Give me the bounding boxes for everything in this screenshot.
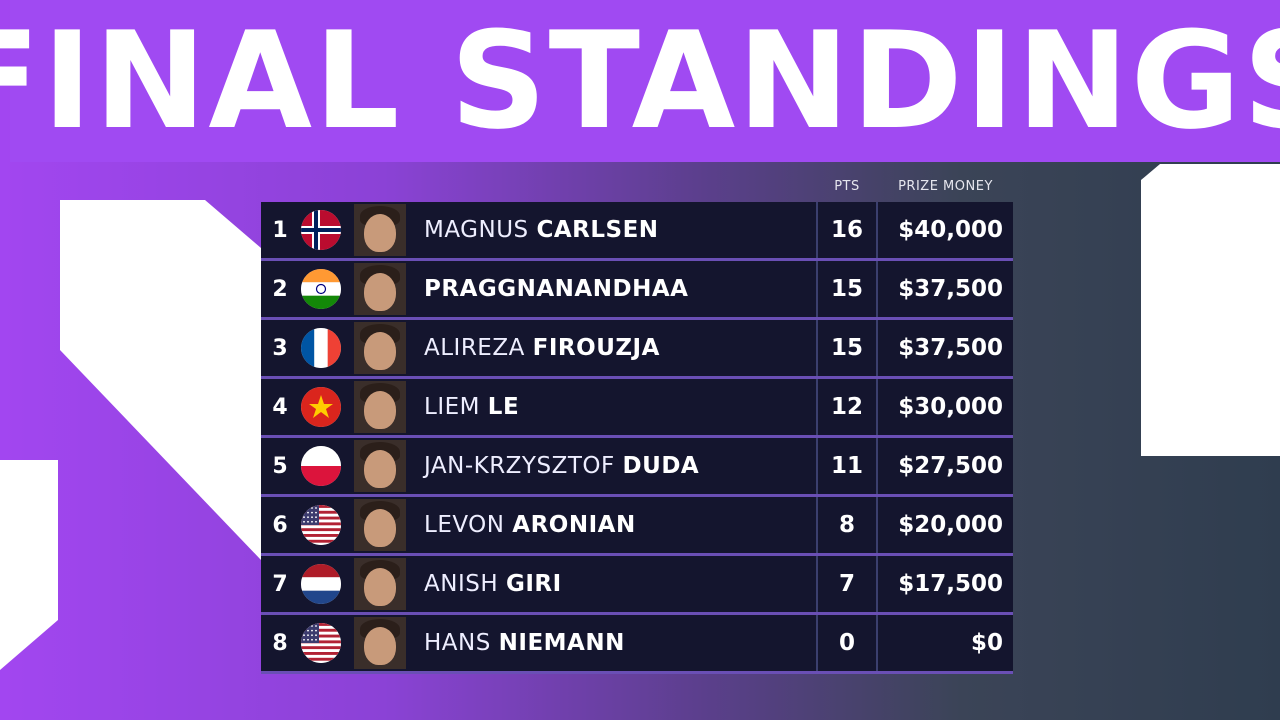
rank: 2	[272, 276, 288, 302]
standings-row: 6 LEVON ARONIAN 8 $20,000	[261, 497, 1013, 556]
player-last-name: GIRI	[505, 571, 562, 597]
standings-row: 7 ANISH GIRI 7 $17,500	[261, 556, 1013, 615]
player-first-name: HANS	[424, 630, 491, 656]
prize-header: PRIZE MONEY	[898, 179, 993, 194]
player-prize: $30,000	[898, 394, 1003, 420]
standings-table: 1 MAGNUS CARLSEN 16 $40,000 2 PRAGGNANANDHAA 1…	[261, 202, 1013, 674]
player-prize: $37,500	[898, 276, 1003, 302]
page-title: FINAL STANDINGS	[0, 3, 1280, 159]
standings-row: 2 PRAGGNANANDHAA 15 $37,500	[261, 261, 1013, 320]
player-last-name: PRAGGNANANDHAA	[424, 276, 689, 302]
player-avatar	[354, 440, 406, 492]
player-last-name: CARLSEN	[536, 217, 659, 243]
player-first-name: ANISH	[424, 571, 499, 597]
player-prize: $17,500	[898, 571, 1003, 597]
player-first-name: MAGNUS	[424, 217, 529, 243]
player-prize: $0	[970, 630, 1003, 656]
player-first-name: ALIREZA	[424, 335, 525, 361]
player-name: ALIREZA FIROUZJA	[424, 335, 764, 361]
player-first-name: LEVON	[424, 512, 505, 538]
rank: 7	[272, 571, 288, 597]
rank: 4	[272, 394, 288, 420]
poland-flag-icon	[301, 446, 341, 486]
player-last-name: NIEMANN	[498, 630, 625, 656]
standings-row: 8 HANS NIEMANN 0 $0	[261, 615, 1013, 674]
player-points: 12	[816, 379, 878, 435]
player-name: PRAGGNANANDHAA	[424, 276, 764, 302]
player-name: LEVON ARONIAN	[424, 512, 764, 538]
player-points: 0	[816, 615, 878, 671]
player-avatar	[354, 322, 406, 374]
rank: 1	[272, 217, 288, 243]
pts-header: PTS	[834, 179, 860, 194]
player-avatar	[354, 499, 406, 551]
france-flag-icon	[301, 328, 341, 368]
player-last-name: LE	[487, 394, 520, 420]
rank: 6	[272, 512, 288, 538]
player-last-name: DUDA	[622, 453, 700, 479]
player-avatar	[354, 558, 406, 610]
norway-flag-icon	[301, 210, 341, 250]
player-points: 7	[816, 556, 878, 612]
title-banner: FINAL STANDINGS	[0, 0, 1280, 162]
player-name: HANS NIEMANN	[424, 630, 764, 656]
vietnam-flag-icon	[301, 387, 341, 427]
player-name: LIEM LE	[424, 394, 764, 420]
rank: 3	[272, 335, 288, 361]
player-last-name: FIROUZJA	[532, 335, 660, 361]
player-avatar	[354, 204, 406, 256]
player-first-name: JAN-KRZYSZTOF	[424, 453, 615, 479]
standings-row: 3 ALIREZA FIROUZJA 15 $37,500	[261, 320, 1013, 379]
player-name: ANISH GIRI	[424, 571, 764, 597]
rank: 8	[272, 630, 288, 656]
player-name: JAN-KRZYSZTOF DUDA	[424, 453, 764, 479]
player-prize: $27,500	[898, 453, 1003, 479]
usa-flag-icon	[301, 623, 341, 663]
standings-row: 4 LIEM LE 12 $30,000	[261, 379, 1013, 438]
standings-row: 1 MAGNUS CARLSEN 16 $40,000	[261, 202, 1013, 261]
player-avatar	[354, 381, 406, 433]
player-points: 15	[816, 261, 878, 317]
player-first-name: LIEM	[424, 394, 480, 420]
player-prize: $20,000	[898, 512, 1003, 538]
usa-flag-icon	[301, 505, 341, 545]
player-prize: $40,000	[898, 217, 1003, 243]
player-avatar	[354, 617, 406, 669]
player-points: 15	[816, 320, 878, 376]
rank: 5	[272, 453, 288, 479]
player-points: 11	[816, 438, 878, 494]
player-prize: $37,500	[898, 335, 1003, 361]
netherlands-flag-icon	[301, 564, 341, 604]
standings-row: 5 JAN-KRZYSZTOF DUDA 11 $27,500	[261, 438, 1013, 497]
player-avatar	[354, 263, 406, 315]
player-points: 8	[816, 497, 878, 553]
player-last-name: ARONIAN	[512, 512, 636, 538]
player-name: MAGNUS CARLSEN	[424, 217, 764, 243]
player-points: 16	[816, 202, 878, 258]
india-flag-icon	[301, 269, 341, 309]
